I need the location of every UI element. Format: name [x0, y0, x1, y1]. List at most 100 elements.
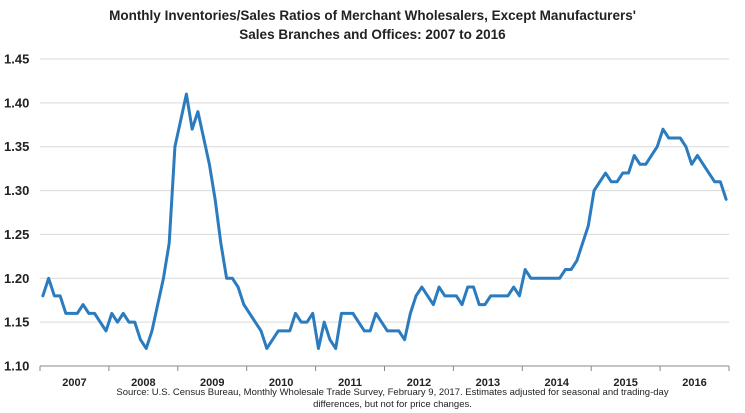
x-tick-label: 2008 — [131, 377, 155, 389]
data-point — [145, 347, 148, 350]
data-point — [88, 312, 90, 315]
data-point — [231, 277, 234, 280]
data-point — [225, 277, 228, 280]
data-point — [702, 163, 704, 166]
data-point — [110, 312, 113, 315]
source-note: Source: U.S. Census Bureau, Monthly Whol… — [40, 387, 745, 411]
data-point — [725, 198, 727, 201]
data-point — [673, 137, 676, 139]
data-point — [553, 277, 555, 280]
data-point — [449, 295, 452, 297]
series-line — [41, 92, 728, 350]
data-point — [530, 277, 532, 280]
data-point — [288, 330, 291, 332]
data-point — [334, 347, 337, 350]
data-point — [47, 277, 50, 280]
y-axis-ticks: 1.10 1.15 1.20 1.25 1.30 1.35 1.40 1.45 — [4, 52, 29, 374]
data-point — [708, 172, 710, 174]
data-point — [656, 145, 659, 148]
data-point — [719, 181, 722, 183]
data-point — [191, 128, 193, 130]
data-point — [265, 347, 268, 350]
y-tick-label: 1.35 — [4, 139, 29, 154]
chart-title: Monthly Inventories/Sales Ratios of Merc… — [0, 6, 745, 44]
x-tick-label: 2016 — [682, 377, 706, 389]
data-point — [93, 312, 96, 315]
data-point — [179, 119, 182, 122]
y-tick-label: 1.30 — [4, 183, 29, 198]
data-point — [133, 321, 136, 323]
data-point — [621, 172, 624, 174]
data-point — [254, 321, 257, 323]
data-point — [472, 286, 475, 288]
data-point — [455, 295, 458, 297]
y-tick-label: 1.20 — [4, 271, 29, 286]
data-point — [644, 163, 647, 166]
data-point — [329, 338, 331, 341]
data-point — [690, 163, 693, 166]
data-point — [409, 312, 412, 315]
data-point — [70, 312, 73, 315]
x-tick-label: 2015 — [613, 377, 637, 389]
data-point — [547, 277, 549, 280]
data-point — [604, 172, 607, 174]
data-point — [42, 295, 44, 297]
x-axis: 2007 2008 2009 2010 2011 2012 2013 2014 2015 2016 — [39, 365, 730, 389]
data-point — [243, 303, 245, 306]
data-point — [662, 128, 664, 130]
data-point — [323, 321, 326, 323]
source-line-1: Source: U.S. Census Bureau, Monthly Whol… — [116, 387, 669, 398]
data-point — [76, 312, 79, 315]
data-point — [128, 321, 130, 323]
data-point — [581, 242, 584, 244]
data-point — [599, 181, 601, 183]
data-point — [311, 312, 314, 315]
y-tick-label: 1.40 — [4, 95, 29, 110]
data-point — [616, 181, 618, 183]
data-point — [220, 242, 222, 244]
y-tick-label: 1.10 — [4, 359, 29, 374]
data-point — [576, 259, 578, 262]
data-point — [248, 312, 251, 315]
data-point — [340, 312, 343, 315]
data-point — [53, 295, 56, 297]
data-point — [306, 321, 308, 323]
data-point — [139, 338, 142, 341]
data-point — [375, 312, 377, 315]
data-point — [82, 303, 84, 306]
data-point — [352, 312, 354, 315]
data-point — [507, 295, 509, 297]
data-point — [156, 303, 159, 306]
data-point — [122, 312, 125, 315]
x-tick-label: 2013 — [476, 377, 500, 389]
chart-title-line-1: Monthly Inventories/Sales Ratios of Merc… — [109, 8, 636, 23]
data-point — [650, 154, 653, 157]
gridlines — [40, 58, 729, 367]
data-point — [317, 347, 320, 350]
data-point — [294, 312, 297, 315]
data-point — [478, 303, 481, 306]
data-point — [639, 163, 641, 166]
data-point — [208, 163, 211, 166]
data-point — [564, 268, 567, 271]
data-point — [570, 268, 572, 271]
data-point — [501, 295, 504, 297]
data-point — [300, 321, 303, 323]
data-point — [162, 277, 165, 280]
data-point — [512, 286, 515, 288]
y-tick-label: 1.15 — [4, 315, 29, 330]
data-point — [277, 330, 280, 332]
data-point — [403, 338, 406, 341]
data-point — [466, 286, 469, 288]
data-point — [438, 286, 440, 288]
source-line-2: differences, but not for price changes. — [313, 399, 472, 410]
data-point — [65, 312, 67, 315]
data-point — [415, 295, 417, 297]
data-point — [421, 286, 423, 288]
data-point — [168, 242, 170, 244]
x-tick-label: 2011 — [338, 377, 362, 389]
data-point — [489, 295, 492, 297]
data-point — [627, 172, 630, 174]
data-point — [633, 154, 636, 157]
data-point — [558, 277, 561, 280]
